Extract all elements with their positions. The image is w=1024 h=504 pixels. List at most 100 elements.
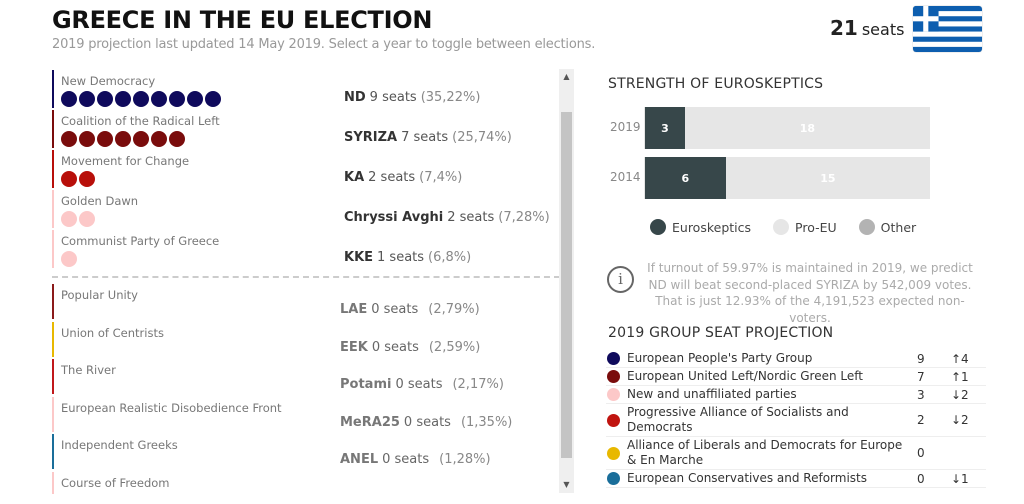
euroskeptics-title: STRENGTH OF EUROSKEPTICS — [608, 76, 824, 92]
party-abbr: KA — [344, 170, 365, 185]
scroll-down-arrow-icon[interactable]: ▼ — [563, 480, 570, 489]
group-seat-projection-table: European People's Party Group 9 ↑4 European… — [606, 350, 986, 488]
seat-dot — [133, 131, 149, 147]
party-seats: 0 seats — [395, 377, 443, 392]
party-result — [340, 490, 354, 495]
group-color-dot — [607, 472, 620, 485]
party-result: EEK 0 seats (2,59%) — [340, 340, 480, 355]
euroskeptics-segment[interactable]: 3 — [645, 107, 685, 149]
party-result: LAE 0 seats (2,79%) — [340, 302, 480, 317]
party-color-bar — [52, 359, 54, 394]
party-row[interactable]: The River Potami 0 seats (2,17%) — [52, 359, 562, 395]
seat-dot — [151, 131, 167, 147]
seat-dot — [115, 91, 131, 107]
projection-row: European United Left/Nordic Green Left 7 ↑… — [606, 368, 986, 386]
party-result: ANEL 0 seats (1,28%) — [340, 452, 491, 467]
party-row[interactable]: Communist Party of Greece KKE 1 seats (6,8%… — [52, 230, 562, 268]
page-title: GREECE IN THE EU ELECTION — [52, 6, 433, 34]
party-list-scrollbar[interactable]: ▲ ▼ — [559, 69, 574, 493]
party-color-bar — [52, 150, 54, 188]
party-row[interactable]: Union of Centrists EEK 0 seats (2,59%) — [52, 321, 562, 358]
party-name: Popular Unity — [61, 288, 138, 302]
party-row[interactable]: Golden Dawn Chryssi Avghi 2 seats (7,28%) — [52, 190, 562, 228]
group-seat-change: ↑1 — [951, 369, 969, 384]
legend-label: Euroskeptics — [672, 219, 752, 235]
legend-swatch — [650, 219, 666, 235]
party-name: European Realistic Disobedience Front — [61, 400, 282, 415]
legend-swatch — [773, 219, 790, 235]
seat-dots — [61, 171, 95, 187]
party-vote-share: (1,35%) — [460, 414, 513, 430]
party-vote-share: (2,17%) — [452, 377, 504, 392]
stacked-bar[interactable]: 6 15 — [644, 157, 930, 199]
group-seats: 0 — [917, 471, 925, 486]
legend-item[interactable]: Pro-EU — [773, 219, 837, 235]
euroskeptics-segment[interactable]: 6 — [645, 157, 726, 199]
party-seats: 9 seats — [369, 90, 417, 105]
group-color-dot — [607, 370, 620, 383]
party-result: KKE 1 seats (6,8%) — [344, 250, 471, 265]
stacked-bar[interactable]: 3 18 — [644, 107, 930, 149]
group-seats: 0 — [917, 446, 925, 460]
legend-item[interactable]: Euroskeptics — [650, 219, 751, 235]
party-name: Golden Dawn — [61, 194, 139, 208]
party-abbr: MeRA25 — [340, 414, 400, 430]
party-vote-share: (7,4%) — [419, 170, 463, 185]
group-name: Progressive Alliance of Socialists and D… — [627, 405, 849, 434]
group-color-dot — [607, 352, 620, 365]
projection-row: New and unaffiliated parties 3 ↓2 — [606, 386, 986, 404]
seat-dot — [79, 211, 95, 227]
party-list-panel: New Democracy ND 9 seats (35,22%) Coalition … — [50, 68, 576, 494]
legend-label: Pro-EU — [795, 219, 837, 235]
party-seats: 0 seats — [382, 452, 430, 467]
group-color-dot — [607, 388, 620, 401]
bar-year-label[interactable]: 2019 — [610, 120, 641, 134]
seat-dot — [61, 251, 77, 267]
seat-dot — [97, 131, 113, 147]
projection-row: European Conservatives and Reformists 0 ↓1 — [606, 470, 986, 488]
party-row[interactable]: Popular Unity LAE 0 seats (2,79%) — [52, 284, 562, 320]
legend-swatch — [858, 219, 875, 235]
bar-year-label[interactable]: 2014 — [610, 170, 641, 184]
total-seats-number: 21 — [830, 16, 858, 40]
party-name: Course of Freedom — [61, 475, 170, 490]
party-abbr: EEK — [340, 339, 368, 355]
party-row[interactable]: Coalition of the Radical Left SYRIZA 7 sea… — [52, 110, 562, 148]
party-vote-share: (1,28%) — [439, 452, 491, 467]
party-row[interactable]: Course of Freedom — [52, 471, 562, 495]
seat-dots — [61, 131, 185, 147]
party-name: Independent Greeks — [61, 438, 178, 452]
party-vote-share: (2,59%) — [428, 339, 481, 355]
party-abbr: ND — [344, 90, 366, 105]
party-row[interactable]: European Realistic Disobedience Front MeR… — [52, 396, 562, 433]
pro-eu-segment[interactable]: 18 — [684, 107, 930, 149]
party-result: Chryssi Avghi 2 seats (7,28%) — [344, 210, 550, 225]
party-abbr: LAE — [340, 302, 368, 317]
pro-eu-segment[interactable]: 15 — [725, 157, 930, 199]
projection-title: 2019 GROUP SEAT PROJECTION — [608, 325, 834, 341]
party-color-bar — [52, 284, 54, 319]
party-color-bar — [52, 434, 54, 469]
party-abbr: KKE — [344, 250, 374, 265]
party-row[interactable]: Independent Greeks ANEL 0 seats (1,28%) — [52, 434, 562, 470]
scroll-up-arrow-icon[interactable]: ▲ — [563, 72, 570, 81]
party-row[interactable]: New Democracy ND 9 seats (35,22%) — [52, 70, 562, 108]
legend-item[interactable]: Other — [858, 219, 916, 235]
seat-dot — [79, 131, 95, 147]
party-seats: 0 seats — [371, 339, 419, 355]
party-name: Coalition of the Radical Left — [61, 114, 220, 128]
party-vote-share: (25,74%) — [452, 130, 512, 145]
party-abbr: ANEL — [340, 452, 379, 467]
party-result: SYRIZA 7 seats (25,74%) — [344, 130, 512, 145]
group-seat-change: ↓2 — [951, 413, 969, 427]
group-name: European People's Party Group — [627, 351, 813, 365]
seat-dot — [61, 211, 77, 227]
party-result: MeRA25 0 seats (1,35%) — [340, 415, 512, 430]
seat-dot — [61, 171, 77, 187]
scroll-thumb[interactable] — [561, 112, 572, 458]
seat-dot — [151, 91, 167, 107]
party-row[interactable]: Movement for Change KA 2 seats (7,4%) — [52, 150, 562, 188]
total-seats: 21 seats — [830, 16, 904, 40]
projection-row: Alliance of Liberals and Democrats for E… — [606, 437, 986, 470]
group-name: European United Left/Nordic Green Left — [627, 369, 863, 383]
